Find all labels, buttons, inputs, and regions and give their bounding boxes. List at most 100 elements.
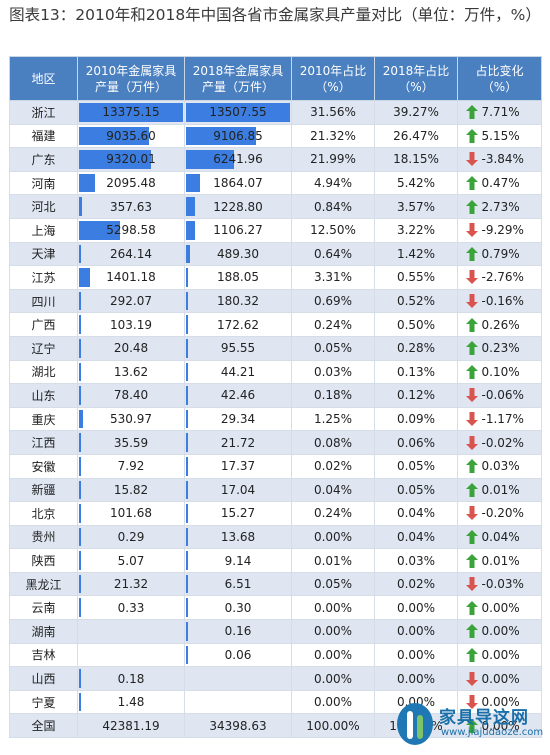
cell-2010-share: 0.04% bbox=[291, 477, 375, 503]
data-bar bbox=[79, 291, 82, 311]
cell-2010-output: 2095.48 bbox=[77, 170, 185, 196]
cell-share-change: -0.20% bbox=[457, 501, 542, 526]
arrow-up-icon bbox=[465, 105, 478, 120]
cell-2018-output: 1106.27 bbox=[184, 217, 292, 243]
cell-2018-output: 1864.07 bbox=[184, 170, 292, 196]
share-change-value: -2.76% bbox=[481, 270, 524, 285]
logo-text: 家具导这网 bbox=[439, 708, 529, 728]
col-header-share-change: 占比变化 （%） bbox=[457, 56, 542, 101]
arrow-up-icon bbox=[465, 624, 478, 639]
data-bar bbox=[186, 103, 290, 122]
cell-share-change: 0.26% bbox=[457, 312, 542, 337]
col-header-2018-output-line1: 2018年金属家具 bbox=[192, 63, 284, 78]
table-row: 贵州 0.29 13.68 0.00% 0.04% 0.04% bbox=[9, 524, 542, 550]
share-change-value: 0.23% bbox=[481, 341, 520, 356]
cell-2018-output: 180.32 bbox=[184, 288, 292, 314]
data-bar bbox=[186, 291, 188, 311]
share-change-value: -0.02% bbox=[481, 435, 524, 450]
arrow-down-icon bbox=[465, 695, 478, 710]
cell-value: 0.06 bbox=[224, 647, 252, 662]
cell-2010-share: 0.18% bbox=[291, 383, 375, 408]
data-bar bbox=[79, 574, 81, 594]
table-row: 山东 78.40 42.46 0.18% 0.12% -0.06% bbox=[9, 383, 542, 408]
share-change-value: 2.73% bbox=[481, 199, 520, 214]
table-row: 山西 0.18 0.00% 0.00% 0.00% bbox=[9, 666, 542, 691]
cell-2018-share: 0.50% bbox=[374, 312, 458, 337]
share-change-value: -1.17% bbox=[481, 412, 524, 427]
arrow-down-icon bbox=[465, 577, 478, 592]
cell-2018-share: 0.00% bbox=[374, 595, 458, 621]
share-change-value: -0.20% bbox=[481, 506, 524, 521]
cell-value: 35.59 bbox=[113, 435, 149, 450]
data-bar bbox=[79, 220, 121, 240]
cell-value: 1228.80 bbox=[213, 199, 263, 214]
share-change-value: 0.00% bbox=[481, 624, 520, 639]
cell-value: 34398.63 bbox=[209, 718, 267, 733]
cell-share-change: 0.00% bbox=[457, 713, 542, 739]
cell-2010-share: 0.03% bbox=[291, 359, 375, 385]
data-bar bbox=[79, 338, 81, 358]
cell-2018-share: 0.13% bbox=[374, 359, 458, 385]
table-row: 辽宁 20.48 95.55 0.05% 0.28% 0.23% bbox=[9, 335, 542, 361]
cell-region: 安徽 bbox=[9, 453, 78, 479]
cell-2010-share: 0.00% bbox=[291, 524, 375, 550]
data-bar bbox=[79, 103, 183, 122]
data-bar bbox=[186, 480, 188, 500]
table-row: 安徽 7.92 17.37 0.02% 0.05% 0.03% bbox=[9, 453, 542, 479]
arrow-down-icon bbox=[465, 223, 478, 238]
table-row: 湖北 13.62 44.21 0.03% 0.13% 0.10% bbox=[9, 359, 542, 385]
cell-value: 103.19 bbox=[110, 317, 152, 332]
cell-share-change: -0.06% bbox=[457, 383, 542, 408]
data-bar bbox=[79, 527, 81, 547]
cell-region: 陕西 bbox=[9, 548, 78, 573]
col-header-2018-output: 2018年金属家具 产量（万件） bbox=[184, 56, 292, 101]
arrow-up-icon bbox=[465, 364, 478, 379]
cell-2018-output: 1228.80 bbox=[184, 194, 292, 219]
table-row: 四川 292.07 180.32 0.69% 0.52% -0.16% bbox=[9, 288, 542, 314]
cell-2018-share: 0.55% bbox=[374, 265, 458, 290]
cell-share-change: 2.73% bbox=[457, 194, 542, 219]
cell-2018-share: 0.00% bbox=[374, 619, 458, 644]
table-row: 重庆 530.97 29.34 1.25% 0.09% -1.17% bbox=[9, 406, 542, 432]
share-change-value: 0.10% bbox=[481, 364, 520, 379]
cell-2018-output bbox=[184, 689, 292, 715]
site-logo: 家具导这网 www.jiajudaoze.com bbox=[393, 697, 550, 755]
col-header-2010-share-line1: 2010年占比 bbox=[299, 63, 367, 78]
cell-share-change: 0.00% bbox=[457, 595, 542, 621]
col-header-2018-output-line2: 产量（万件） bbox=[201, 79, 274, 94]
cell-value: 101.68 bbox=[110, 506, 152, 521]
cell-2010-output: 530.97 bbox=[77, 406, 185, 432]
cell-2010-output bbox=[77, 619, 185, 644]
cell-2010-share: 0.24% bbox=[291, 501, 375, 526]
cell-value: 6.51 bbox=[224, 577, 252, 592]
cell-2018-share: 0.12% bbox=[374, 383, 458, 408]
data-bar bbox=[79, 692, 81, 712]
cell-value: 42.46 bbox=[220, 388, 256, 403]
data-bar bbox=[186, 244, 190, 264]
cell-region: 河北 bbox=[9, 194, 78, 219]
table-row: 吉林 0.06 0.00% 0.00% 0.00% bbox=[9, 642, 542, 668]
cell-share-change: -0.16% bbox=[457, 288, 542, 314]
cell-value: 15.27 bbox=[220, 506, 256, 521]
arrow-up-icon bbox=[465, 718, 478, 733]
share-change-value: -3.84% bbox=[481, 152, 524, 167]
cell-2018-output: 489.30 bbox=[184, 241, 292, 267]
cell-2018-output: 17.04 bbox=[184, 477, 292, 503]
cell-2010-share: 1.25% bbox=[291, 406, 375, 432]
col-header-2018-share: 2018年占比 （%） bbox=[374, 56, 458, 101]
cell-share-change: -0.03% bbox=[457, 571, 542, 597]
cell-region: 浙江 bbox=[9, 100, 78, 125]
cell-2018-share: 0.00% bbox=[374, 666, 458, 691]
cell-2010-output: 5298.58 bbox=[77, 217, 185, 243]
cell-region: 云南 bbox=[9, 595, 78, 621]
data-bar bbox=[79, 669, 81, 688]
data-table: 地区 2010年金属家具 产量（万件） 2018年金属家具 产量（万件） 201… bbox=[9, 56, 542, 739]
cell-region: 辽宁 bbox=[9, 335, 78, 361]
data-bar bbox=[186, 126, 257, 146]
data-bar bbox=[79, 480, 81, 500]
table-row: 云南 0.33 0.30 0.00% 0.00% 0.00% bbox=[9, 595, 542, 621]
data-bar bbox=[79, 126, 150, 146]
cell-value: 9106.85 bbox=[213, 128, 263, 143]
cell-2010-share: 0.84% bbox=[291, 194, 375, 219]
col-header-2010-output-line2: 产量（万件） bbox=[94, 79, 167, 94]
